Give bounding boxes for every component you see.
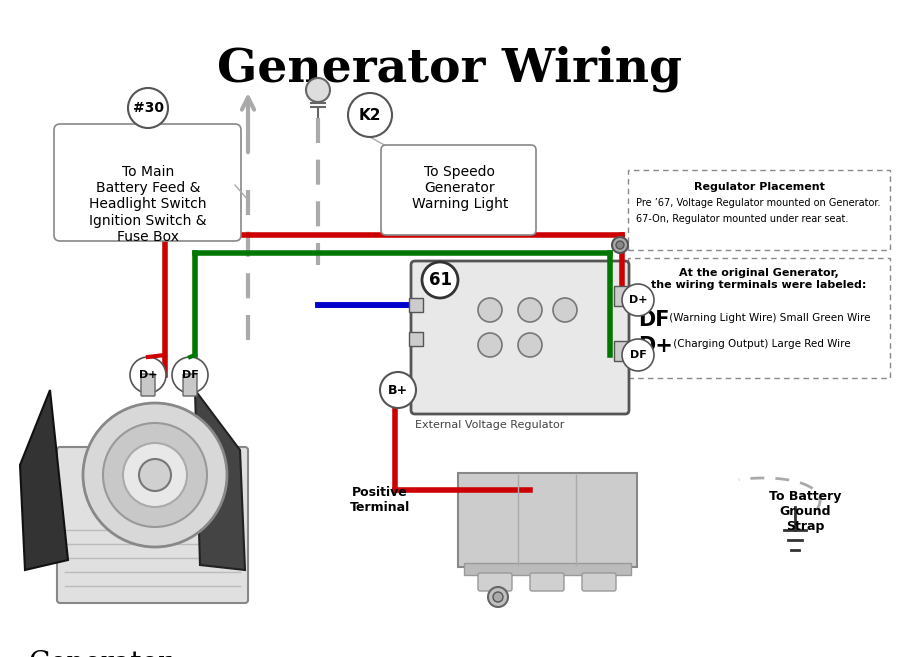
FancyBboxPatch shape: [458, 473, 637, 567]
Circle shape: [172, 357, 208, 393]
FancyBboxPatch shape: [183, 374, 197, 396]
Circle shape: [518, 298, 542, 322]
FancyBboxPatch shape: [141, 374, 155, 396]
Circle shape: [123, 443, 187, 507]
Circle shape: [518, 333, 542, 357]
Text: 61: 61: [428, 271, 452, 289]
Circle shape: [622, 284, 654, 316]
Circle shape: [478, 333, 502, 357]
Text: (Charging Output) Large Red Wire: (Charging Output) Large Red Wire: [670, 339, 850, 349]
Text: To Battery
Ground
Strap: To Battery Ground Strap: [769, 490, 842, 533]
Polygon shape: [20, 390, 68, 570]
FancyBboxPatch shape: [628, 170, 890, 250]
Circle shape: [478, 298, 502, 322]
Text: B+: B+: [388, 384, 408, 397]
Text: 67-On, Regulator mounted under rear seat.: 67-On, Regulator mounted under rear seat…: [636, 214, 849, 224]
Text: #30: #30: [132, 101, 164, 115]
FancyBboxPatch shape: [57, 447, 248, 603]
Text: D+: D+: [638, 336, 673, 356]
Text: K2: K2: [359, 108, 382, 122]
FancyBboxPatch shape: [54, 124, 241, 241]
FancyBboxPatch shape: [582, 573, 616, 591]
Text: DF: DF: [630, 350, 646, 360]
Polygon shape: [195, 390, 245, 570]
Circle shape: [616, 241, 624, 249]
Circle shape: [380, 372, 416, 408]
Text: (Warning Light Wire) Small Green Wire: (Warning Light Wire) Small Green Wire: [666, 313, 870, 323]
FancyBboxPatch shape: [614, 341, 628, 361]
FancyBboxPatch shape: [409, 298, 423, 312]
FancyBboxPatch shape: [381, 145, 536, 235]
Text: At the original Generator,
the wiring terminals were labeled:: At the original Generator, the wiring te…: [652, 268, 867, 290]
Text: Regulator Placement: Regulator Placement: [694, 182, 824, 192]
Circle shape: [422, 262, 458, 298]
Text: DF: DF: [182, 370, 198, 380]
Text: To Speedo
Generator
Warning Light: To Speedo Generator Warning Light: [412, 165, 508, 212]
FancyBboxPatch shape: [411, 261, 629, 414]
FancyBboxPatch shape: [530, 573, 564, 591]
Circle shape: [348, 93, 392, 137]
FancyBboxPatch shape: [614, 286, 628, 306]
Text: Positive
Terminal: Positive Terminal: [350, 486, 410, 514]
Circle shape: [128, 88, 168, 128]
Text: External Voltage Regulator: External Voltage Regulator: [415, 420, 564, 430]
Text: Generator Wiring: Generator Wiring: [218, 45, 682, 91]
Text: D+: D+: [139, 370, 158, 380]
Circle shape: [553, 298, 577, 322]
Text: Generator: Generator: [28, 650, 171, 657]
Text: D+: D+: [629, 295, 647, 305]
Circle shape: [130, 357, 166, 393]
Text: DF: DF: [638, 310, 670, 330]
FancyBboxPatch shape: [478, 573, 512, 591]
Circle shape: [493, 592, 503, 602]
Circle shape: [612, 237, 628, 253]
Circle shape: [103, 423, 207, 527]
Circle shape: [622, 339, 654, 371]
Text: To Main
Battery Feed &
Headlight Switch
Ignition Switch &
Fuse Box: To Main Battery Feed & Headlight Switch …: [89, 165, 207, 244]
Circle shape: [83, 403, 227, 547]
FancyBboxPatch shape: [628, 258, 890, 378]
FancyBboxPatch shape: [409, 332, 423, 346]
Circle shape: [488, 587, 508, 607]
Text: Pre ’67, Voltage Regulator mounted on Generator.: Pre ’67, Voltage Regulator mounted on Ge…: [636, 198, 880, 208]
Circle shape: [139, 459, 171, 491]
Circle shape: [306, 78, 330, 102]
FancyBboxPatch shape: [464, 563, 631, 575]
